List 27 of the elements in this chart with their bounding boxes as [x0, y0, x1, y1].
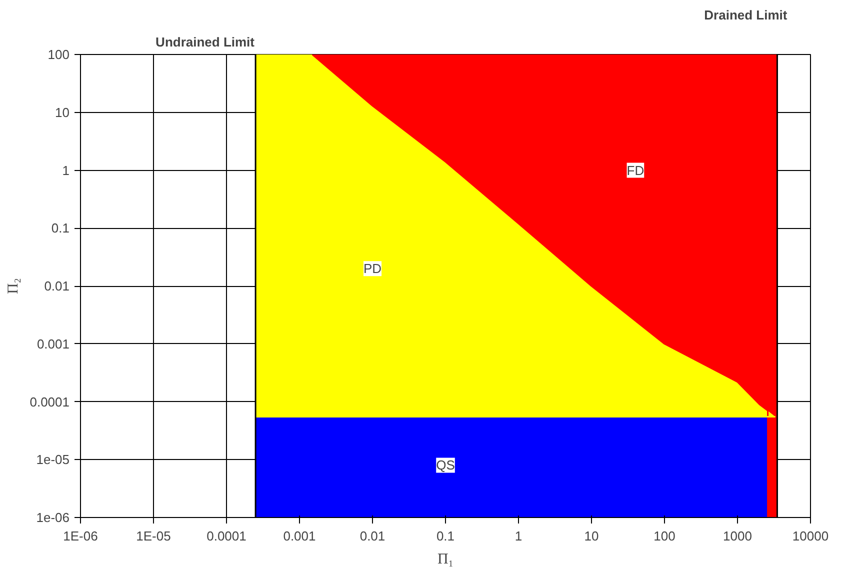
y-tick-label: 1e-05 — [36, 452, 70, 468]
x-tick-label: 10 — [584, 528, 599, 544]
y-tick-label: 1 — [62, 162, 70, 178]
y-tick-label: 0.001 — [36, 336, 70, 352]
x-tick-label: 0.1 — [436, 528, 455, 544]
x-tick-label: 0.0001 — [206, 528, 246, 544]
ref-line-label: Undrained Limit — [156, 34, 256, 50]
y-axis-title: Π₂ — [6, 278, 22, 294]
x-tick-label: 0.01 — [360, 528, 386, 544]
x-tick-label: 0.001 — [283, 528, 316, 544]
y-tick-label: 10 — [55, 104, 70, 120]
y-tick-label: 0.1 — [51, 220, 70, 236]
x-tick-label: 1000 — [723, 528, 752, 544]
x-axis-title: Π₁ — [437, 552, 454, 568]
annotation: FD — [626, 162, 644, 178]
x-tick-label: 1E-05 — [136, 528, 171, 544]
x-tick-label: 1E-06 — [63, 528, 98, 544]
annotation: QS — [436, 458, 456, 473]
y-tick-label: 100 — [48, 47, 70, 62]
y-tick-label: 1e-06 — [36, 510, 70, 525]
ref-line-label: Drained Limit — [704, 8, 788, 22]
y-tick-label: 0.01 — [44, 278, 70, 294]
annotation: PD — [363, 261, 382, 276]
x-tick-label: 10000 — [792, 528, 829, 544]
x-tick-label: 1 — [514, 528, 522, 544]
y-tick-label: 0.0001 — [30, 394, 70, 410]
x-tick-label: 100 — [654, 528, 676, 544]
